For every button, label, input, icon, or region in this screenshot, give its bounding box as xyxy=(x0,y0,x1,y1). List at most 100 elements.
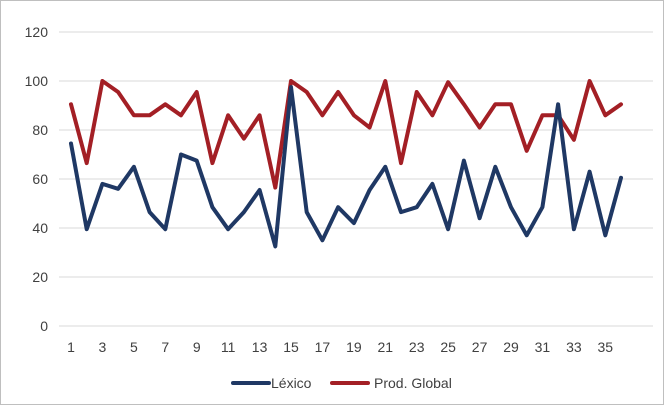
data-point xyxy=(383,165,387,169)
data-point xyxy=(446,80,450,84)
data-point xyxy=(556,102,560,106)
data-point xyxy=(210,161,214,165)
series-line-prod-global xyxy=(69,79,623,190)
data-point xyxy=(399,161,403,165)
x-tick-label: 31 xyxy=(535,339,551,355)
data-point xyxy=(163,102,167,106)
data-point xyxy=(100,182,104,186)
data-point xyxy=(305,90,309,94)
data-point xyxy=(148,113,152,117)
y-tick-label: 0 xyxy=(40,318,48,334)
data-point xyxy=(493,102,497,106)
x-tick-label: 33 xyxy=(566,339,582,355)
y-tick-label: 120 xyxy=(25,24,49,40)
x-tick-label: 21 xyxy=(377,339,393,355)
y-tick-label: 100 xyxy=(25,73,49,89)
x-tick-label: 23 xyxy=(409,339,425,355)
data-point xyxy=(415,90,419,94)
data-point xyxy=(289,85,293,89)
data-point xyxy=(399,210,403,214)
data-point xyxy=(352,113,356,117)
x-tick-label: 1 xyxy=(67,339,75,355)
x-tick-label: 29 xyxy=(503,339,519,355)
x-tick-label: 25 xyxy=(440,339,456,355)
data-point xyxy=(179,113,183,117)
x-tick-label: 7 xyxy=(161,339,169,355)
x-tick-label: 15 xyxy=(283,339,299,355)
data-point xyxy=(289,79,293,83)
data-point xyxy=(226,113,230,117)
x-tick-label: 9 xyxy=(193,339,201,355)
data-point xyxy=(603,113,607,117)
data-point xyxy=(603,233,607,237)
data-point xyxy=(132,165,136,169)
data-point xyxy=(540,113,544,117)
data-point xyxy=(195,159,199,163)
data-point xyxy=(525,233,529,237)
data-point xyxy=(509,102,513,106)
y-tick-label: 60 xyxy=(32,171,48,187)
data-point xyxy=(540,205,544,209)
data-point xyxy=(493,165,497,169)
data-point xyxy=(462,102,466,106)
data-point xyxy=(195,90,199,94)
data-point xyxy=(619,176,623,180)
x-tick-label: 5 xyxy=(130,339,138,355)
data-point xyxy=(588,170,592,174)
data-point xyxy=(430,182,434,186)
x-tick-label: 3 xyxy=(99,339,107,355)
data-point xyxy=(588,79,592,83)
data-point xyxy=(462,159,466,163)
data-point xyxy=(619,102,623,106)
x-tick-label: 17 xyxy=(315,339,331,355)
data-point xyxy=(210,205,214,209)
data-point xyxy=(242,137,246,141)
data-point xyxy=(100,79,104,83)
data-point xyxy=(336,205,340,209)
data-point xyxy=(368,126,372,130)
data-point xyxy=(572,227,576,231)
data-point xyxy=(525,149,529,153)
x-tick-label: 27 xyxy=(472,339,488,355)
data-point xyxy=(258,188,262,192)
x-tick-label: 11 xyxy=(221,339,236,355)
data-point xyxy=(336,90,340,94)
data-point xyxy=(383,79,387,83)
x-tick-label: 13 xyxy=(252,339,268,355)
data-point xyxy=(69,141,73,145)
data-point xyxy=(368,188,372,192)
data-point xyxy=(163,227,167,231)
data-point xyxy=(273,186,277,190)
data-point xyxy=(509,205,513,209)
data-point xyxy=(415,205,419,209)
x-tick-label: 35 xyxy=(597,339,613,355)
data-point xyxy=(572,138,576,142)
y-tick-label: 40 xyxy=(32,220,48,236)
data-point xyxy=(69,102,73,106)
data-point xyxy=(85,161,89,165)
x-tick-label: 19 xyxy=(346,339,362,355)
data-point xyxy=(148,210,152,214)
data-point xyxy=(132,113,136,117)
data-point xyxy=(352,221,356,225)
data-point xyxy=(478,216,482,220)
data-point xyxy=(446,227,450,231)
data-point xyxy=(116,90,120,94)
data-point xyxy=(226,227,230,231)
data-point xyxy=(179,153,183,157)
data-point xyxy=(242,210,246,214)
y-tick-label: 20 xyxy=(32,269,48,285)
series-line-lexico xyxy=(69,85,623,249)
data-point xyxy=(320,238,324,242)
data-point xyxy=(258,113,262,117)
data-point xyxy=(305,210,309,214)
legend-label: Prod. Global xyxy=(374,375,452,391)
data-point xyxy=(430,113,434,117)
legend-label: Léxico xyxy=(271,375,312,391)
data-point xyxy=(273,244,277,248)
data-point xyxy=(116,187,120,191)
y-tick-label: 80 xyxy=(32,122,48,138)
data-point xyxy=(85,227,89,231)
